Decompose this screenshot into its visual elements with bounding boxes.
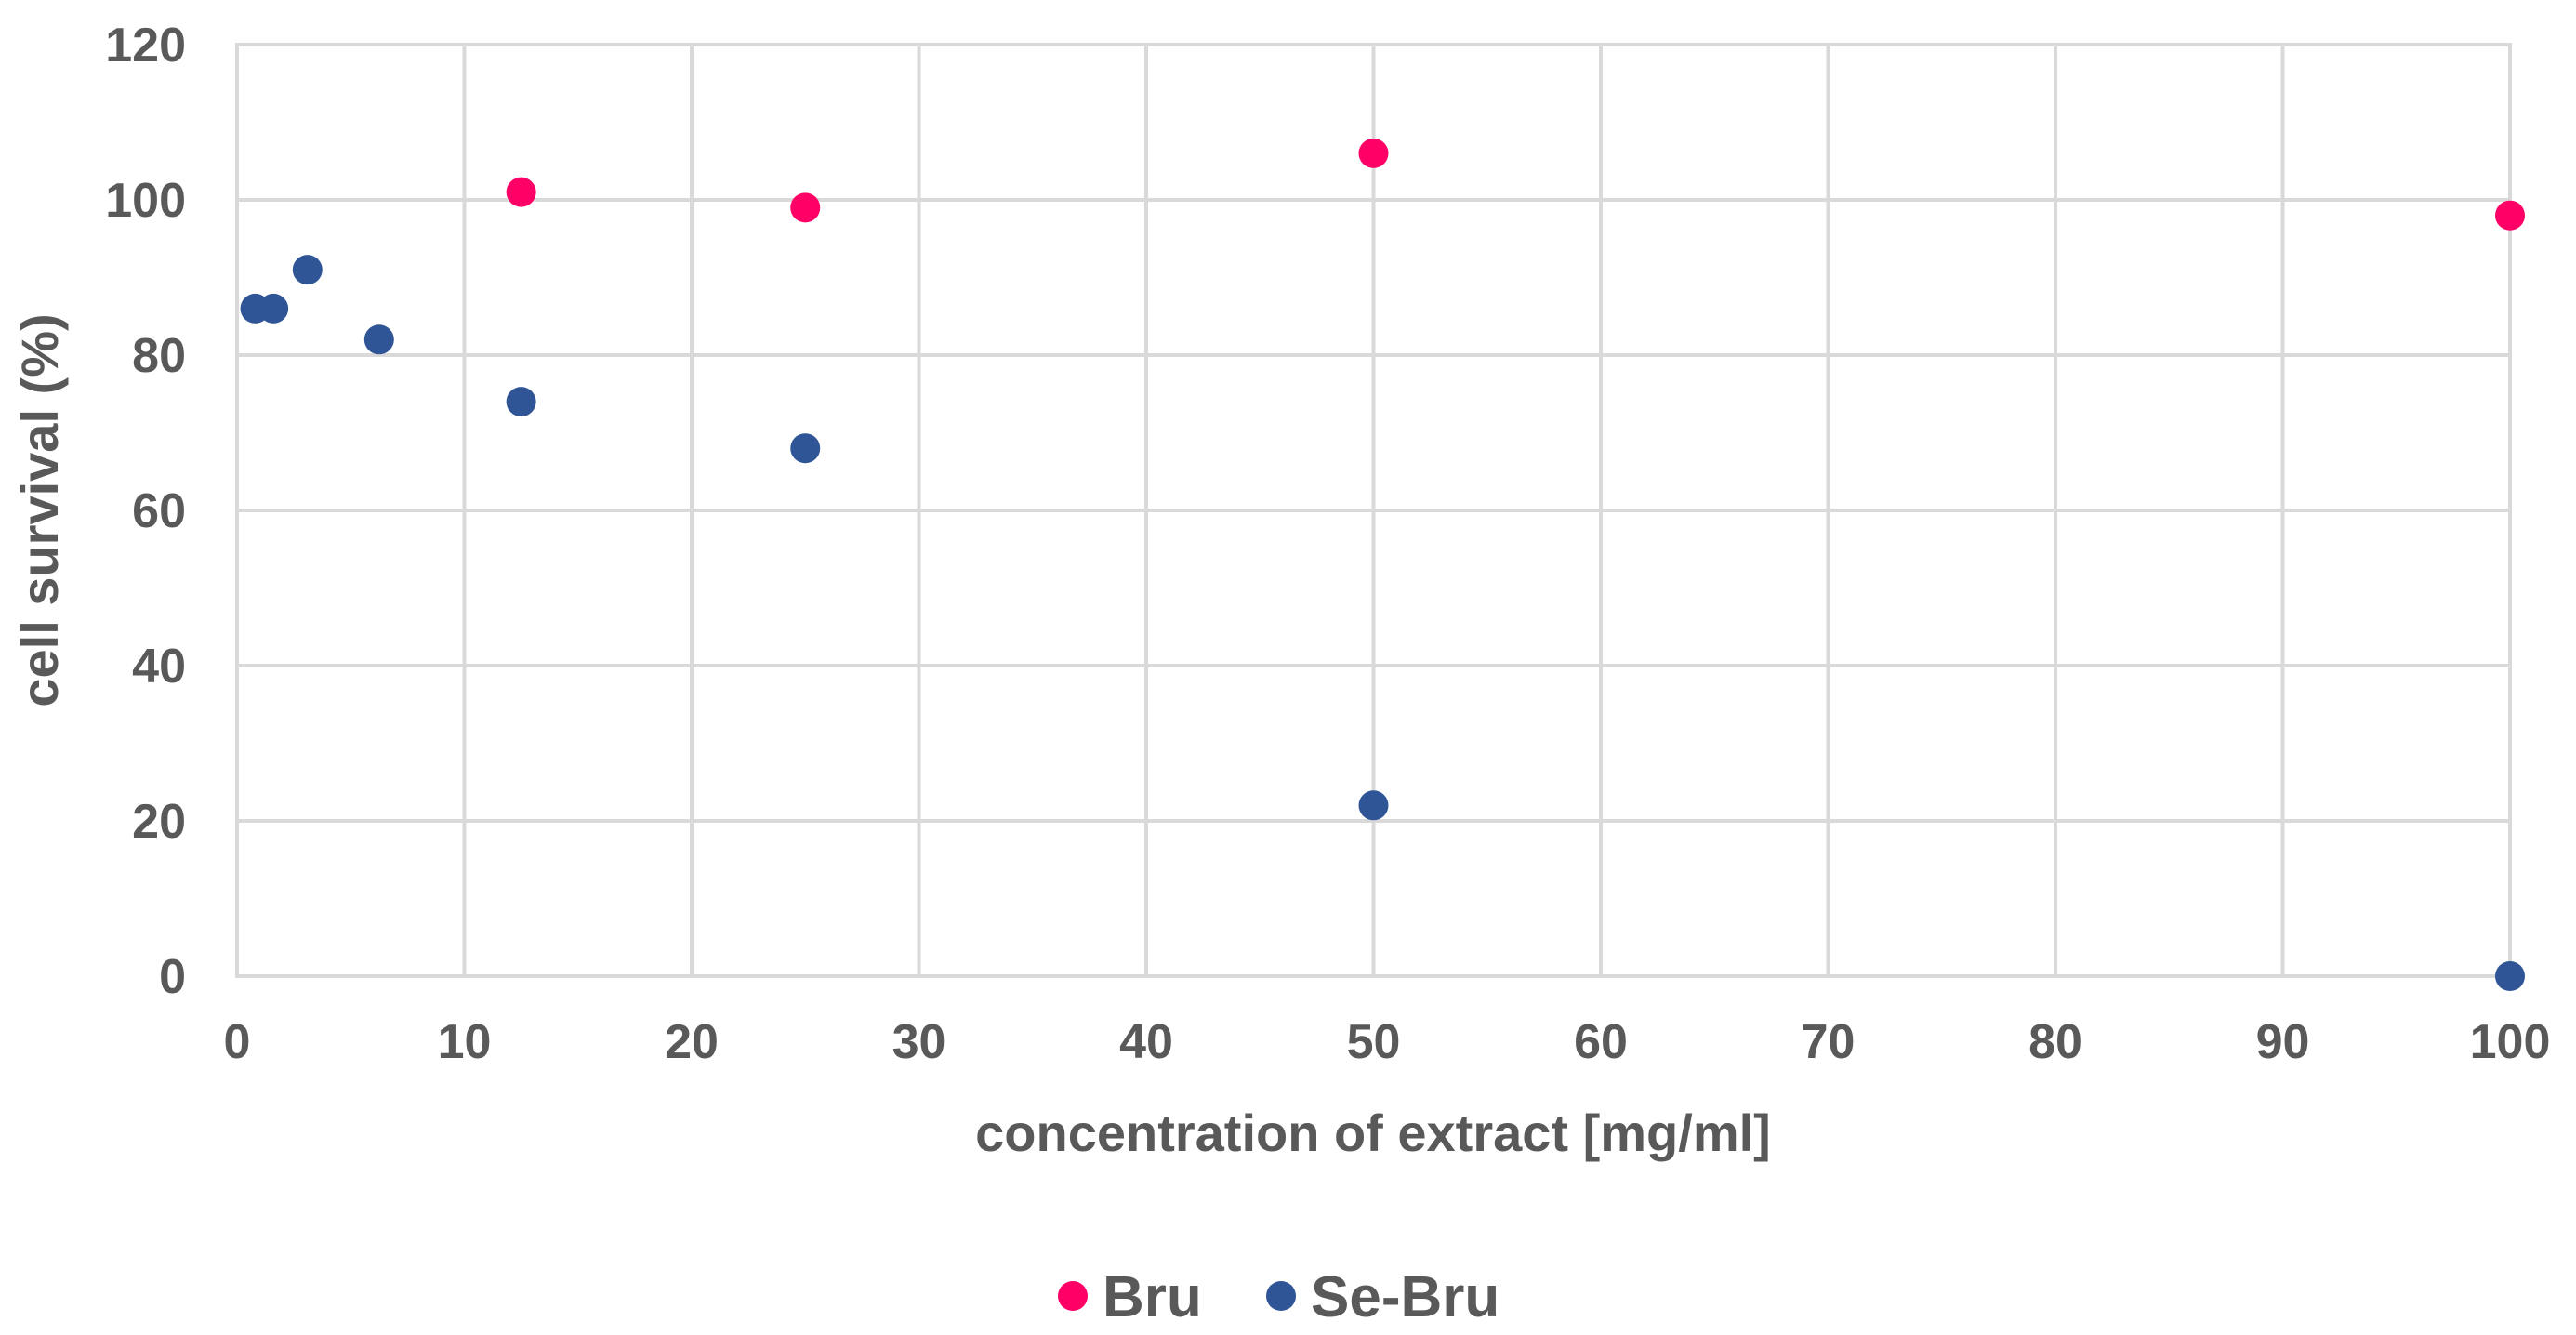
- y-tick-label: 60: [132, 484, 186, 538]
- legend-item-bru: Bru: [1058, 1265, 1202, 1329]
- data-point-bru: [1358, 138, 1389, 168]
- data-point-bru: [2495, 200, 2525, 231]
- y-tick-label: 80: [132, 329, 186, 383]
- data-point-bru: [790, 192, 821, 223]
- x-tick-label: 10: [438, 1015, 492, 1069]
- data-point-se-bru: [506, 387, 536, 417]
- x-tick-label: 80: [2028, 1015, 2082, 1069]
- x-tick-label: 100: [2470, 1015, 2551, 1069]
- legend-marker-se-bru: [1266, 1281, 1296, 1311]
- x-tick-label: 50: [1347, 1015, 1401, 1069]
- data-points: [240, 138, 2525, 991]
- data-point-bru: [506, 177, 536, 207]
- y-tick-label: 100: [105, 174, 186, 228]
- x-tick-label: 0: [224, 1015, 251, 1069]
- legend: Bru Se-Bru: [1058, 1265, 1499, 1329]
- y-tick-label: 40: [132, 640, 186, 694]
- legend-label-bru: Bru: [1103, 1265, 1202, 1329]
- y-tick-label: 120: [105, 19, 186, 73]
- x-tick-label: 60: [1574, 1015, 1628, 1069]
- legend-marker-bru: [1058, 1281, 1088, 1311]
- x-tick-label: 40: [1119, 1015, 1173, 1069]
- x-tick-label: 20: [665, 1015, 719, 1069]
- data-point-se-bru: [258, 293, 289, 324]
- plot-area: [235, 43, 2512, 978]
- data-point-se-bru: [2495, 961, 2525, 991]
- y-axis-title: cell survival (%): [10, 313, 69, 707]
- grid-lines: [235, 43, 2512, 978]
- data-point-se-bru: [1358, 790, 1389, 821]
- data-point-se-bru: [363, 324, 394, 355]
- x-tick-label: 90: [2256, 1015, 2310, 1069]
- y-tick-label: 20: [132, 795, 186, 849]
- data-point-se-bru: [292, 255, 323, 285]
- legend-label-se-bru: Se-Bru: [1311, 1265, 1499, 1329]
- data-point-se-bru: [790, 433, 821, 464]
- legend-item-se-bru: Se-Bru: [1266, 1265, 1499, 1329]
- x-axis-ticks: 0 10 20 30 40 50 60 70 80 90 100: [224, 1015, 2551, 1069]
- y-tick-label: 0: [159, 950, 186, 1004]
- y-axis-ticks: 0 20 40 60 80 100 120: [105, 19, 186, 1004]
- x-axis-title: concentration of extract [mg/ml]: [975, 1104, 1771, 1162]
- x-tick-label: 70: [1802, 1015, 1856, 1069]
- x-tick-label: 30: [892, 1015, 946, 1069]
